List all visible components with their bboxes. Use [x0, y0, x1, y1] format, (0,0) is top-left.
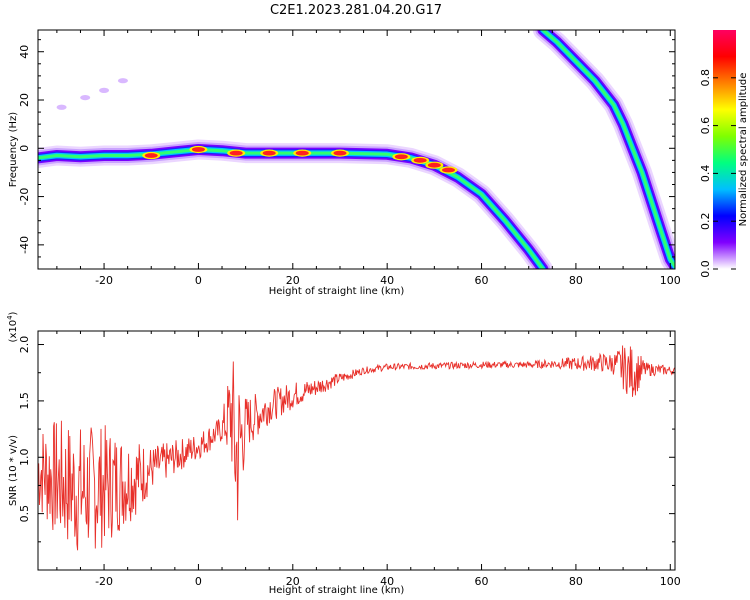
faint-signal-point — [99, 87, 110, 93]
y-tick-label: 1.0 — [18, 449, 31, 467]
ridge-1-layer-3 — [38, 144, 549, 269]
colorbar-tick-label: 0.0 — [699, 260, 712, 278]
snr-x-axis-label: Height of straight line (km) — [269, 585, 405, 596]
x-tick-label: -20 — [95, 575, 113, 588]
ridge-1-layer-1 — [38, 139, 553, 269]
y-tick-label: 0 — [18, 145, 31, 152]
snr-frame — [37, 330, 676, 571]
y-tick-label: 1.5 — [18, 392, 31, 410]
y-tick-label: 40 — [18, 45, 31, 59]
faint-signal-point — [117, 78, 128, 84]
ridge-peak — [191, 147, 205, 152]
spectrogram-y-axis-label: Frequency (Hz) — [8, 112, 19, 188]
ridge-peak — [295, 150, 309, 156]
x-tick-label: 60 — [475, 575, 489, 588]
ridge-1-layer-6 — [38, 148, 545, 269]
snr-series-line — [38, 345, 675, 551]
x-tick-label: 100 — [660, 274, 681, 287]
x-tick-label: 60 — [475, 274, 489, 287]
colorbar-gradient — [713, 30, 736, 269]
snr-plot-area — [38, 345, 675, 551]
ridge-1-layer-2 — [38, 142, 551, 269]
spectrogram-plot-area — [38, 30, 675, 269]
ridge-2-layer-2 — [535, 30, 675, 269]
x-tick-label: 40 — [380, 274, 394, 287]
colorbar: 0.0 0.2 0.4 0.6 0.8 Normalized spectral ampli… — [699, 30, 749, 278]
ridge-peak — [413, 157, 427, 163]
figure-title: C2E1.2023.281.04.20.G17 — [270, 3, 442, 18]
spectrogram-frame — [37, 29, 676, 270]
ridge-peak — [144, 153, 158, 158]
x-tick-label: 80 — [569, 575, 583, 588]
ridge-peak — [333, 150, 347, 156]
faint-signal-point — [80, 94, 91, 101]
colorbar-tick-label: 0.4 — [699, 165, 712, 183]
colorbar-tick-label: 0.8 — [699, 69, 712, 87]
ridge-peak — [262, 150, 276, 156]
ridge-peak — [427, 162, 441, 168]
colorbar-tick-label: 0.6 — [699, 117, 712, 135]
snr-y-axis-label: SNR (10 * v/v) — [8, 435, 19, 506]
y-tick-label: -20 — [18, 188, 31, 206]
y-tick-label: 2.0 — [18, 336, 31, 354]
ridge-peak — [442, 167, 456, 173]
x-tick-label: 80 — [569, 274, 583, 287]
ridge-peak — [394, 154, 408, 160]
snr-y-multiplier: (x104) — [6, 311, 19, 342]
y-tick-label: -40 — [18, 236, 31, 254]
ridge-2-layer-6 — [541, 30, 675, 269]
x-tick-label: -20 — [95, 274, 113, 287]
colorbar-label: Normalized spectral amplitude — [738, 73, 749, 227]
ridge-peak — [229, 150, 243, 156]
x-tick-label: 40 — [380, 575, 394, 588]
y-tick-label: 0.5 — [18, 505, 31, 523]
x-tick-label: 0 — [195, 575, 202, 588]
ridge-1-layer-5 — [38, 146, 546, 269]
ridge-1-layer-4 — [38, 145, 547, 269]
y-tick-label: 20 — [18, 93, 31, 107]
x-tick-label: 20 — [286, 274, 300, 287]
faint-signal-point — [56, 104, 67, 110]
colorbar-tick-label: 0.2 — [699, 212, 712, 230]
x-tick-label: 100 — [660, 575, 681, 588]
spectrogram-x-axis-label: Height of straight line (km) — [269, 286, 405, 297]
snr-panel: -20 0 20 40 60 80 100 0.5 1.0 1.5 2.0 Height of str… — [6, 311, 681, 596]
x-tick-label: 20 — [286, 575, 300, 588]
x-tick-label: 0 — [195, 274, 202, 287]
